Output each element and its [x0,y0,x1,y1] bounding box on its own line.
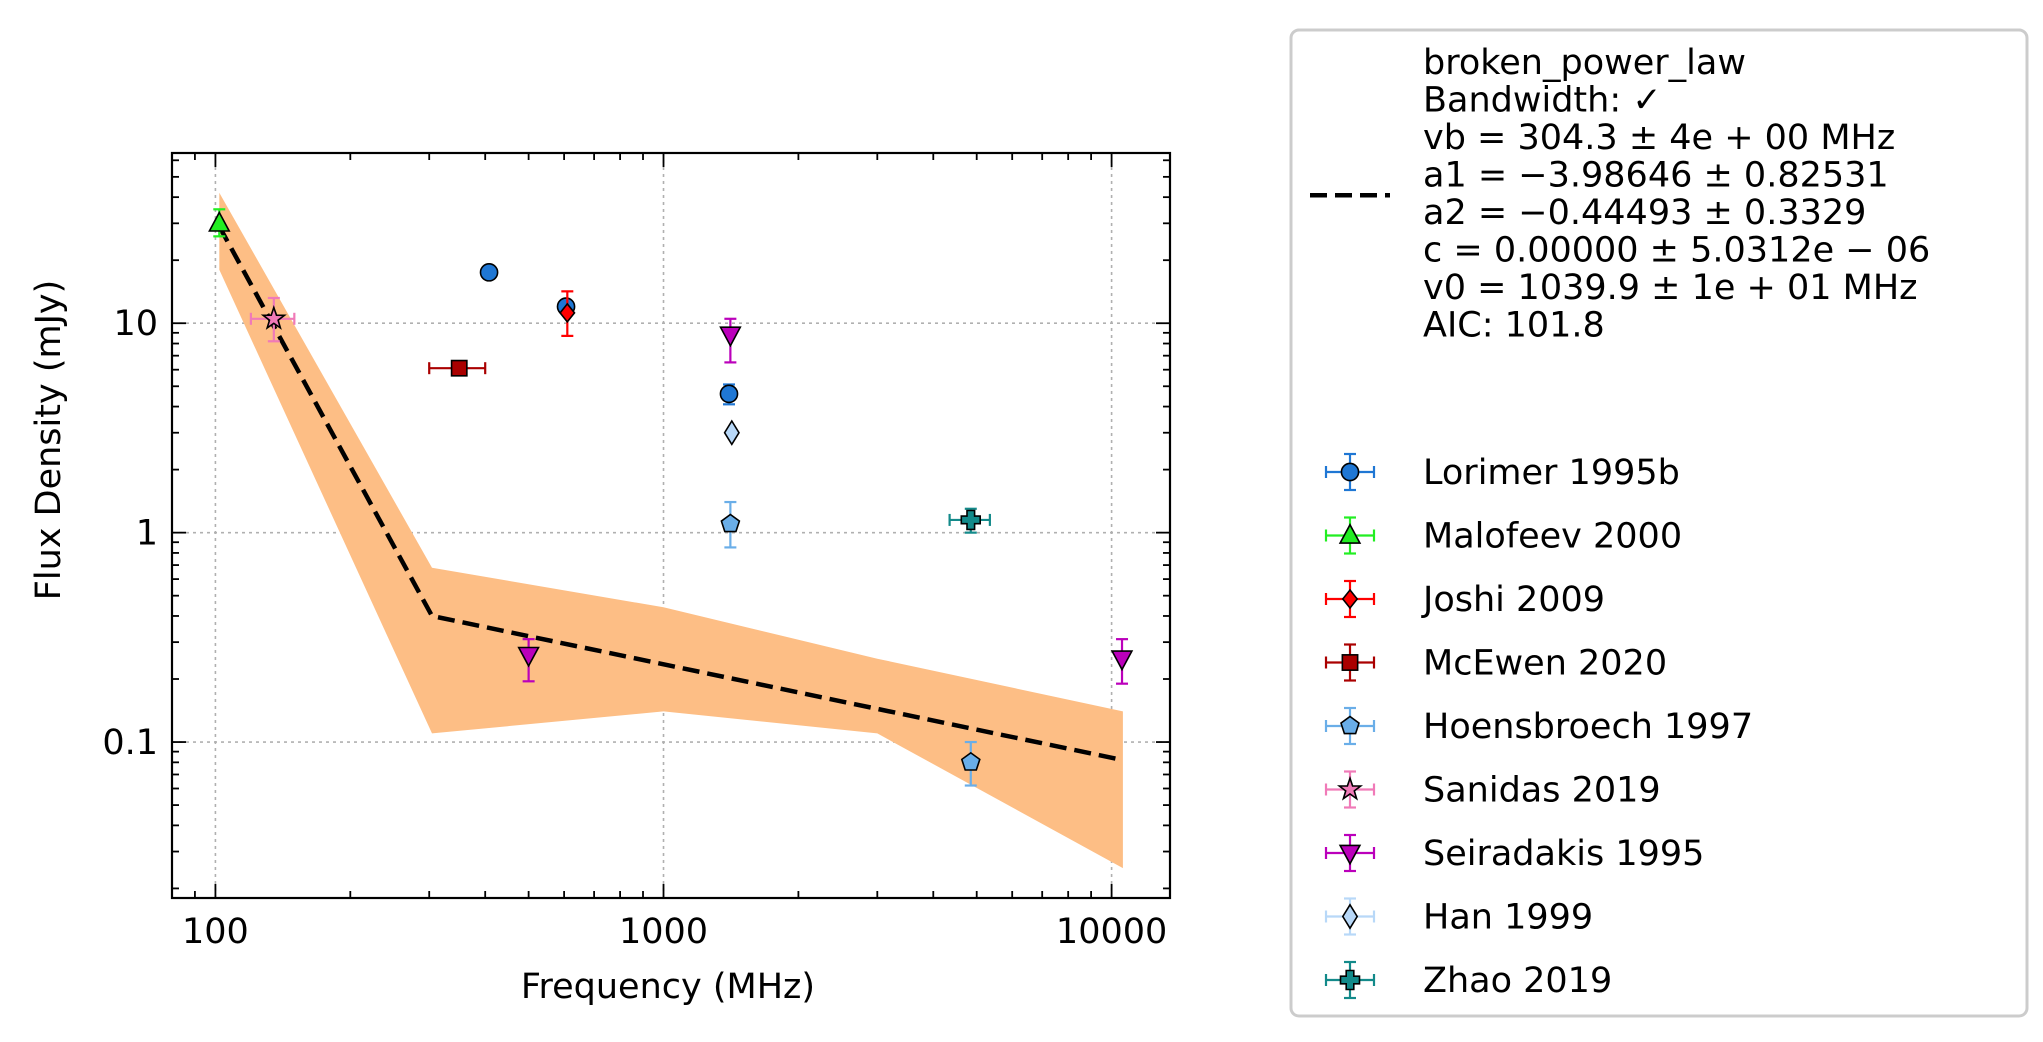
legend-item: Hoensbroech 1997 [1324,706,1753,747]
series-0 [479,262,739,406]
data-points [208,208,1134,787]
x-tick-label: 1000 [619,912,708,952]
series-5 [249,296,296,343]
legend-fit-label: c = 0.00000 ± 5.0312e − 06 [1423,231,1930,271]
legend-label: McEwen 2020 [1423,644,1667,684]
x-tick-label: 10000 [1056,912,1167,952]
grid-lines [172,153,1170,898]
legend-item: Seiradakis 1995 [1324,833,1704,874]
data-point [479,262,499,282]
series-3 [428,359,487,377]
series-8 [948,507,991,534]
data-point [719,326,742,348]
legend-marker [1340,462,1360,482]
legend-frame [1289,28,2029,1018]
data-point [719,384,739,404]
legend-item: Han 1999 [1324,897,1593,938]
data-point [960,509,982,531]
fit-line [217,225,1124,763]
legend-label: Han 1999 [1423,898,1593,938]
series-2 [559,290,576,337]
data-point [517,646,540,668]
legend-marker [1341,903,1359,930]
legend-label: Sanidas 2019 [1423,771,1661,811]
legend-label: Joshi 2009 [1421,580,1605,620]
data-point [559,302,576,324]
legend-fit-label: AIC: 101.8 [1423,306,1605,346]
legend-label: Malofeev 2000 [1423,517,1682,557]
y-tick-label: 1 [136,514,158,554]
legend-item: Lorimer 1995b [1324,452,1680,493]
x-axis-title: Frequency (MHz) [521,967,815,1007]
fit-band [219,192,1123,869]
data-point [260,305,287,330]
data-point [723,419,740,446]
legend-item: Zhao 2019 [1324,960,1612,1001]
data-point [960,751,981,771]
legend-marker [1338,844,1362,866]
legend-label: Hoensbroech 1997 [1423,707,1753,747]
legend-item: Malofeev 2000 [1324,516,1682,557]
y-tick-label: 10 [113,304,158,344]
legend-marker [1340,715,1360,735]
legend-item: Joshi 2009 [1324,579,1605,620]
series-4 [720,500,981,787]
legend-fit-label: a1 = −3.98646 ± 0.82531 [1423,156,1889,196]
legend-marker [1339,969,1361,991]
legend-marker [1336,775,1364,801]
legend-fit-label: v0 = 1039.9 ± 1e + 01 MHz [1423,268,1918,308]
y-tick-label: 0.1 [102,723,158,763]
y-axis-title: Flux Density (mJy) [29,280,69,601]
legend-fit-label: a2 = −0.44493 ± 0.3329 [1423,193,1866,233]
legend-fit-label: Bandwidth: ✓ [1423,81,1662,121]
legend-marker [1338,523,1362,544]
data-point [1110,650,1134,672]
x-tick-label: 100 [182,912,249,952]
legend-label: Lorimer 1995b [1423,453,1680,493]
legend-label: Seiradakis 1995 [1423,834,1704,874]
data-point [720,513,741,533]
series-6 [517,317,1134,685]
legend-fit-label: broken_power_law [1423,43,1746,83]
fit-curve [217,225,1124,763]
legend-item: McEwen 2020 [1324,643,1667,684]
legend-marker [1341,588,1359,610]
legend-marker [1341,654,1359,671]
fit-uncertainty-band [219,192,1123,869]
axes: 100 1000 10000 0.1 1 10 [102,151,1172,952]
series-1 [208,208,231,238]
series-7 [723,419,740,446]
legend-item: Sanidas 2019 [1324,770,1661,811]
legend-label: Zhao 2019 [1423,961,1612,1001]
legend-fit-label: vb = 304.3 ± 4e + 00 MHz [1423,118,1895,158]
data-point [450,359,468,377]
data-point [208,210,231,232]
plot-frame [170,151,1172,900]
